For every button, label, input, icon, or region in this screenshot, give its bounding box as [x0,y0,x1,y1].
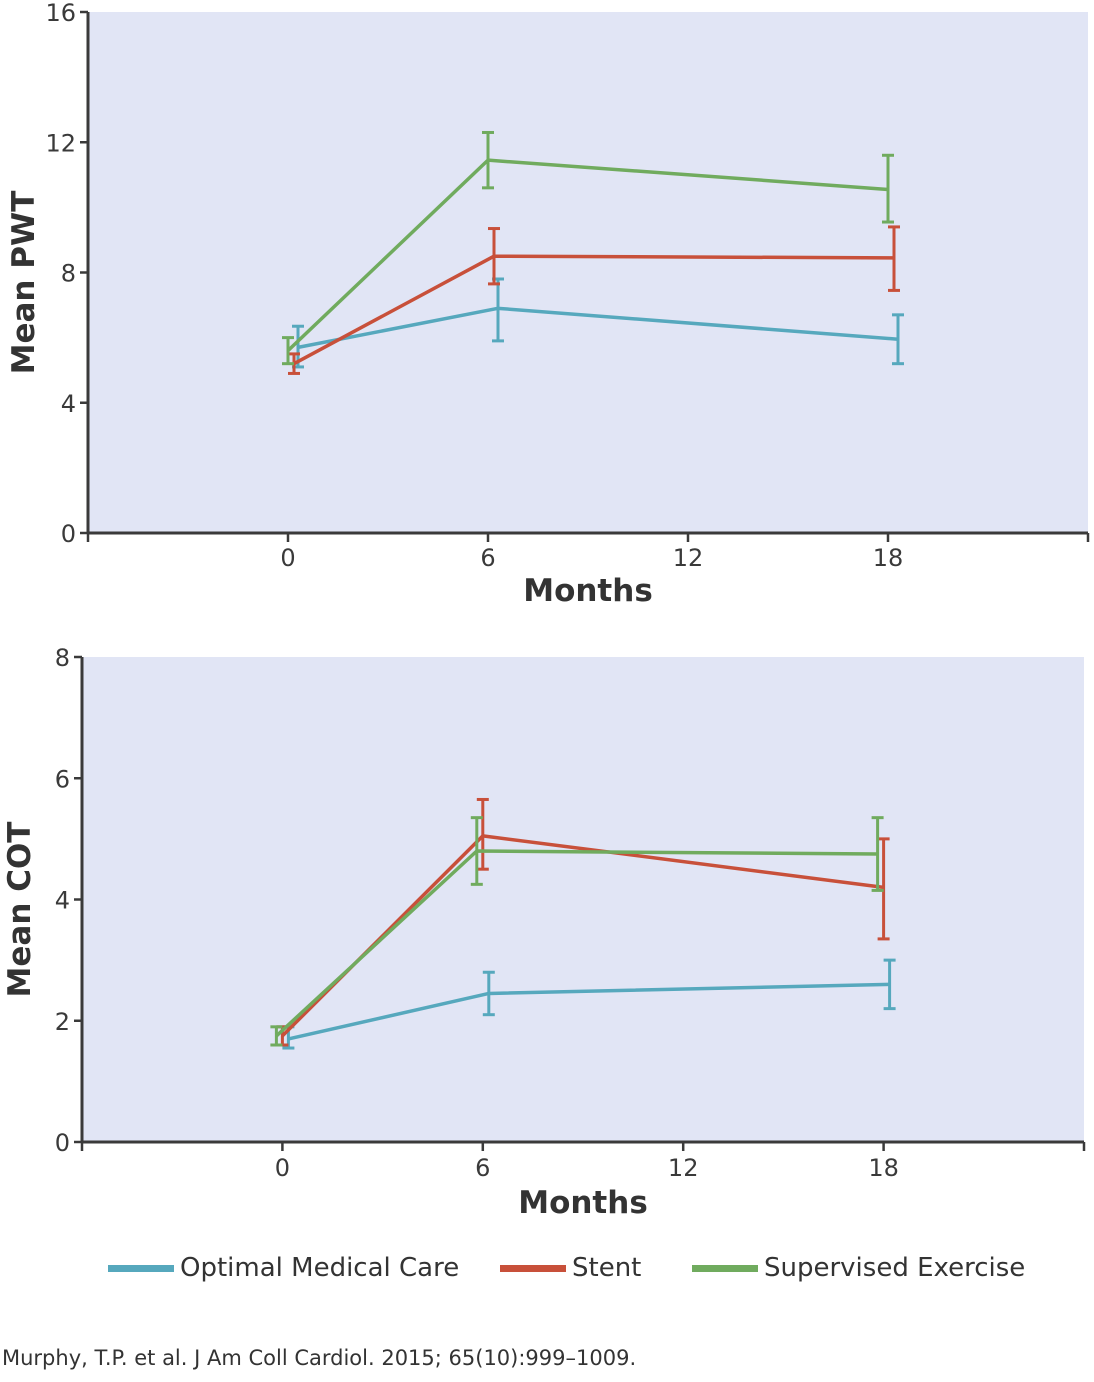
plot-area [82,657,1084,1142]
y-tick-label: 8 [55,644,70,672]
y-tick-label: 8 [61,260,76,288]
error-bar-stent [476,797,489,871]
legend-item-stent: Stent [500,1248,641,1288]
x-tick-label: 0 [275,1154,290,1182]
y-tick-label: 12 [45,129,76,157]
legend-swatch-supervised-exercise [692,1264,758,1272]
y-tick-label: 16 [45,0,76,27]
legend-label: Supervised Exercise [764,1253,1026,1283]
y-axis-label: Mean COT [2,822,38,998]
x-tick-label: 12 [673,544,704,572]
x-tick-label: 18 [868,1154,899,1182]
citation: Murphy, T.P. et al. J Am Coll Cardiol. 2… [2,1346,637,1370]
error-bar-stent [888,225,900,292]
y-tick-label: 2 [55,1008,70,1036]
legend: Optimal Medical Care Stent Supervised Ex… [0,1248,1094,1288]
plot-area [88,12,1088,533]
error-bar-stent [877,837,890,941]
y-tick-label: 0 [55,1129,70,1157]
x-axis-label: Months [518,1185,648,1221]
legend-label: Stent [572,1253,642,1283]
chart-canvas: 0 4 8 12 16 0 6 12 18 Months Mean PWT 0 2 4 6 8 0 6 12 18 Mo… [2,0,1090,1221]
legend-label: Optimal Medical Care [180,1253,460,1283]
y-tick-label: 4 [61,390,76,418]
x-tick-label: 6 [475,1154,490,1182]
x-tick-label: 0 [280,544,295,572]
x-axis-label: Months [523,573,653,609]
x-tick-label: 6 [480,544,495,572]
error-bar-supervised-exercise [882,153,894,224]
x-tick-label: 12 [668,1154,699,1182]
legend-swatch-optimal-medical-care [108,1264,174,1272]
x-tick-label: 18 [873,544,904,572]
y-axis-label: Mean PWT [6,191,42,375]
y-tick-label: 6 [55,765,70,793]
legend-item-supervised-exercise: Supervised Exercise [692,1248,1025,1288]
y-tick-label: 0 [61,520,76,548]
legend-item-optimal-medical-care: Optimal Medical Care [108,1248,459,1288]
legend-swatch-stent [500,1264,566,1272]
y-tick-label: 4 [55,887,70,915]
